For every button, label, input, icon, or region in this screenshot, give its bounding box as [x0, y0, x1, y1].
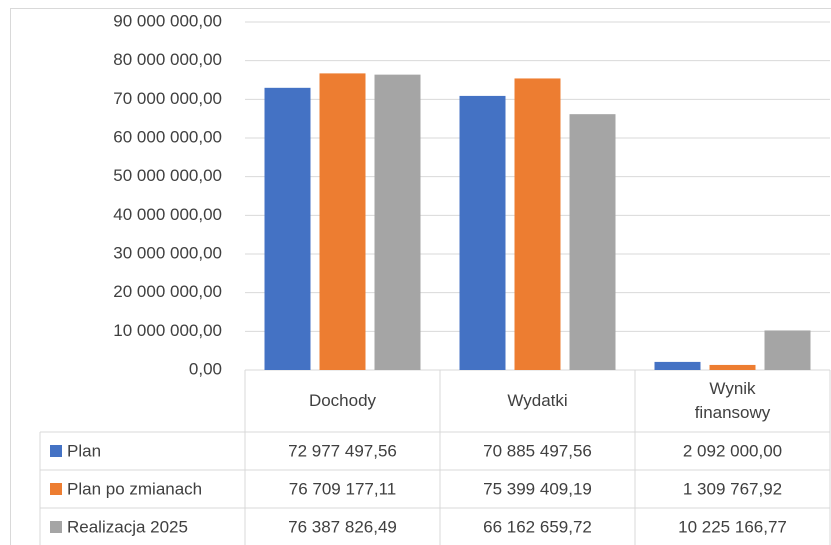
x-tick-label: Dochody	[308, 391, 377, 410]
y-tick-label: 20 000 000,00	[113, 282, 222, 301]
table-value: 72 977 497,56	[288, 441, 397, 460]
bar	[569, 114, 616, 370]
x-tick-label: Wynik finansowy	[694, 379, 771, 422]
y-tick-label: 60 000 000,00	[113, 127, 222, 146]
table-value: 2 092 000,00	[683, 441, 782, 460]
bar	[514, 78, 561, 370]
y-tick-label: 30 000 000,00	[113, 243, 222, 262]
x-tick-label: Wydatki	[507, 391, 568, 410]
chart-border	[10, 8, 831, 545]
bar	[654, 361, 701, 370]
table-value: 76 387 826,49	[288, 517, 397, 536]
x-tick-cell: Dochody	[245, 370, 440, 432]
bar	[319, 73, 366, 371]
legend-label: Plan po zmianach	[67, 479, 202, 498]
table-value: 76 709 177,11	[289, 479, 396, 498]
legend-label: Realizacja 2025	[67, 517, 188, 536]
table-value: 10 225 166,77	[678, 517, 787, 536]
table-value: 70 885 497,56	[483, 441, 592, 460]
legend-key	[50, 483, 62, 495]
y-tick-label: 80 000 000,00	[113, 50, 222, 69]
legend-label: Plan	[67, 441, 101, 460]
y-tick-label: 70 000 000,00	[113, 89, 222, 108]
x-tick-label-box: Dochody	[245, 370, 440, 432]
bar	[709, 364, 756, 370]
x-tick-label-box: Wydatki	[440, 370, 635, 432]
y-tick-label: 40 000 000,00	[113, 205, 222, 224]
x-tick-cell: Wydatki	[440, 370, 635, 432]
bar	[264, 87, 311, 370]
table-value: 1 309 767,92	[683, 479, 782, 498]
legend-key	[50, 521, 62, 533]
bar	[459, 95, 506, 370]
y-tick-label: 10 000 000,00	[113, 321, 222, 340]
bar	[764, 330, 811, 370]
x-tick-cell: Wynik finansowy	[635, 370, 830, 432]
y-tick-label: 0,00	[189, 359, 222, 378]
y-tick-label: 50 000 000,00	[113, 166, 222, 185]
x-tick-label-box: Wynik finansowy	[635, 370, 830, 432]
table-value: 66 162 659,72	[483, 517, 592, 536]
legend-key	[50, 445, 62, 457]
y-tick-label: 90 000 000,00	[113, 11, 222, 30]
bar	[374, 74, 421, 371]
table-value: 75 399 409,19	[483, 479, 592, 498]
